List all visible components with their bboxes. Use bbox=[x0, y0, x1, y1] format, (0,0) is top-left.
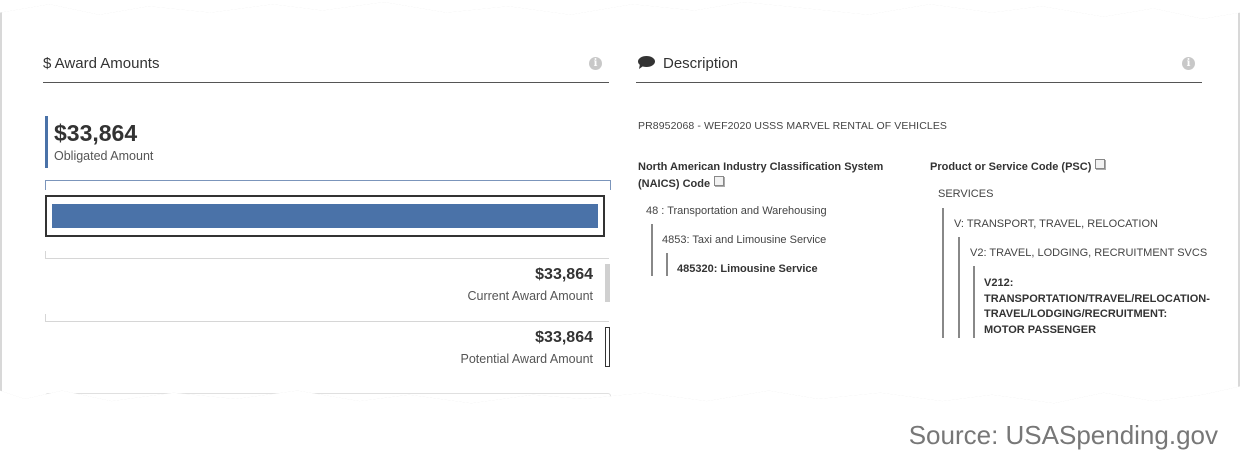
current-amount-value: $33,864 bbox=[535, 266, 593, 283]
current-bracket-left bbox=[45, 251, 46, 258]
award-amounts-divider bbox=[43, 82, 609, 83]
psc-tree-line-1 bbox=[942, 208, 944, 338]
psc-level-4-line1: V212: bbox=[984, 277, 1014, 289]
psc-heading-text: Product or Service Code (PSC) bbox=[930, 161, 1092, 173]
torn-paper-screenshot: $ Award Amounts i $33,864 Obligated Amou… bbox=[0, 2, 1240, 404]
obligated-bracket bbox=[45, 180, 611, 190]
psc-level-4-line2: TRANSPORTATION/TRAVEL/RELOCATION- bbox=[984, 292, 1210, 305]
psc-level-4: V212: TRANSPORTATION/TRAVEL/RELOCATION- … bbox=[984, 276, 1210, 338]
obligated-amount-label: Obligated Amount bbox=[54, 149, 154, 163]
description-info-icon[interactable]: i bbox=[1182, 57, 1195, 70]
current-bracket-line bbox=[45, 258, 609, 259]
naics-book-icon[interactable] bbox=[714, 176, 725, 186]
psc-heading: Product or Service Code (PSC) bbox=[930, 159, 1106, 176]
potential-bracket-left bbox=[45, 314, 46, 321]
naics-heading-line1: North American Industry Classification S… bbox=[638, 161, 884, 173]
naics-tree-line-1 bbox=[651, 224, 653, 276]
obligated-bar-fill[interactable] bbox=[52, 204, 598, 228]
screenshot-content: $ Award Amounts i $33,864 Obligated Amou… bbox=[2, 2, 1238, 404]
psc-level-4-line4: MOTOR PASSENGER bbox=[984, 323, 1097, 336]
current-amount-label: Current Award Amount bbox=[467, 289, 593, 303]
potential-amount-block: $33,864 Potential Award Amount bbox=[461, 329, 594, 366]
naics-level-3: 485320: Limousine Service bbox=[677, 263, 818, 275]
psc-book-icon[interactable] bbox=[1095, 159, 1106, 169]
award-description-text: PR8952068 - WEF2020 USSS MARVEL RENTAL O… bbox=[638, 120, 948, 132]
award-amounts-info-icon[interactable]: i bbox=[589, 57, 602, 70]
psc-tree-line-3 bbox=[973, 266, 975, 338]
naics-level-2: 4853: Taxi and Limousine Service bbox=[662, 234, 827, 246]
naics-heading: North American Industry Classification S… bbox=[638, 159, 908, 193]
current-amount-marker bbox=[605, 264, 610, 302]
award-amount-bar[interactable] bbox=[45, 195, 605, 237]
potential-amount-value: $33,864 bbox=[535, 329, 593, 346]
psc-level-3: V2: TRAVEL, LODGING, RECRUITMENT SVCS bbox=[970, 247, 1208, 259]
potential-amount-label: Potential Award Amount bbox=[460, 352, 594, 366]
psc-level-1: SERVICES bbox=[938, 188, 994, 200]
psc-level-4-line3: TRAVEL/LODGING/RECRUITMENT: bbox=[984, 308, 1168, 320]
current-amount-block: $33,864 Current Award Amount bbox=[467, 266, 593, 303]
next-section-edge bbox=[45, 393, 611, 404]
obligated-amount-block: $33,864 Obligated Amount bbox=[45, 116, 194, 168]
naics-level-1: 48 : Transportation and Warehousing bbox=[646, 205, 827, 217]
psc-tree-line-2 bbox=[958, 237, 960, 338]
psc-level-2: V: TRANSPORT, TRAVEL, RELOCATION bbox=[954, 218, 1158, 230]
potential-bracket-line bbox=[45, 321, 609, 322]
award-amounts-title: $ Award Amounts bbox=[43, 55, 160, 72]
naics-heading-line2: (NAICS) Code bbox=[638, 178, 711, 190]
naics-tree-line-2 bbox=[666, 253, 668, 276]
speech-bubble-icon bbox=[638, 56, 655, 69]
source-caption: Source: USASpending.gov bbox=[908, 420, 1218, 450]
obligated-amount-value: $33,864 bbox=[54, 120, 138, 146]
description-title: Description bbox=[663, 55, 739, 72]
potential-amount-marker bbox=[605, 327, 610, 367]
description-divider bbox=[636, 82, 1202, 83]
